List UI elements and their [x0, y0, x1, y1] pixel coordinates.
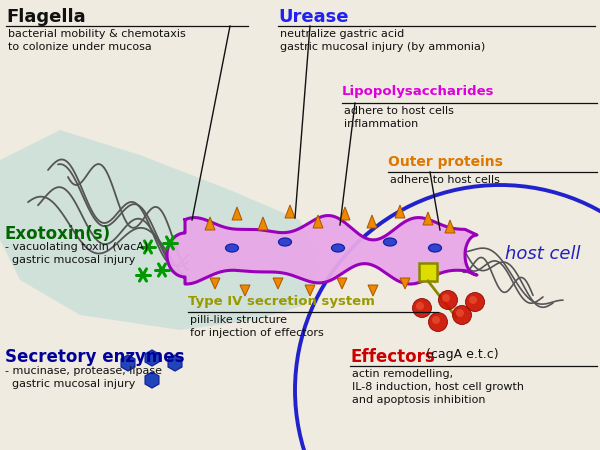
Circle shape	[428, 312, 448, 332]
Circle shape	[456, 309, 464, 317]
Polygon shape	[205, 217, 215, 230]
Circle shape	[145, 244, 151, 250]
Text: actin remodelling,: actin remodelling,	[352, 369, 453, 379]
Polygon shape	[258, 217, 268, 230]
Polygon shape	[367, 215, 377, 228]
Text: Lipopolysaccharides: Lipopolysaccharides	[342, 85, 494, 98]
Text: adhere to host cells: adhere to host cells	[390, 175, 500, 185]
Text: Outer proteins: Outer proteins	[388, 155, 503, 169]
Polygon shape	[313, 215, 323, 228]
Text: Secretory enzymes: Secretory enzymes	[5, 348, 185, 366]
Circle shape	[413, 298, 431, 318]
Polygon shape	[445, 220, 455, 233]
Text: adhere to host cells: adhere to host cells	[344, 106, 454, 116]
Text: host cell: host cell	[505, 245, 581, 263]
Polygon shape	[285, 205, 295, 218]
Polygon shape	[145, 372, 159, 388]
Polygon shape	[337, 278, 347, 289]
Polygon shape	[305, 285, 315, 296]
Polygon shape	[395, 205, 405, 218]
Text: Type IV secretion system: Type IV secretion system	[188, 295, 375, 308]
Text: gastric mucosal injury: gastric mucosal injury	[5, 379, 136, 389]
Polygon shape	[232, 207, 242, 220]
Circle shape	[159, 267, 165, 273]
Text: gastric mucosal injury (by ammonia): gastric mucosal injury (by ammonia)	[280, 42, 485, 52]
FancyBboxPatch shape	[419, 263, 437, 281]
Text: inflammation: inflammation	[344, 119, 418, 129]
Text: Flagella: Flagella	[6, 8, 86, 26]
Polygon shape	[210, 278, 220, 289]
Ellipse shape	[383, 238, 397, 246]
Text: IL-8 induction, host cell growth: IL-8 induction, host cell growth	[352, 382, 524, 392]
Ellipse shape	[278, 238, 292, 246]
Text: neutralize gastric acid: neutralize gastric acid	[280, 29, 404, 39]
Text: - mucinase, protease, lipase: - mucinase, protease, lipase	[5, 366, 162, 376]
Text: and apoptosis inhibition: and apoptosis inhibition	[352, 395, 485, 405]
Polygon shape	[121, 355, 135, 371]
Text: Urease: Urease	[278, 8, 349, 26]
Text: to colonize under mucosa: to colonize under mucosa	[8, 42, 152, 52]
Text: (cagA e.t.c): (cagA e.t.c)	[422, 348, 499, 361]
Circle shape	[452, 306, 472, 324]
Circle shape	[140, 272, 146, 278]
Polygon shape	[368, 285, 378, 296]
Circle shape	[442, 294, 450, 302]
Text: Effectors: Effectors	[350, 348, 435, 366]
Circle shape	[469, 296, 477, 304]
Polygon shape	[430, 272, 440, 283]
Circle shape	[416, 302, 424, 310]
Circle shape	[432, 316, 440, 324]
Polygon shape	[168, 355, 182, 371]
Text: for injection of effectors: for injection of effectors	[190, 328, 324, 338]
Circle shape	[466, 292, 485, 311]
Text: gastric mucosal injury: gastric mucosal injury	[5, 255, 136, 265]
Ellipse shape	[428, 244, 442, 252]
Circle shape	[439, 291, 458, 310]
Circle shape	[167, 240, 173, 246]
Ellipse shape	[331, 244, 344, 252]
Ellipse shape	[226, 244, 239, 252]
Text: Exotoxin(s): Exotoxin(s)	[5, 225, 111, 243]
Text: bacterial mobility & chemotaxis: bacterial mobility & chemotaxis	[8, 29, 186, 39]
Polygon shape	[273, 278, 283, 289]
Polygon shape	[240, 285, 250, 296]
Text: - vacuolating toxin (vacA): - vacuolating toxin (vacA)	[5, 242, 148, 252]
Polygon shape	[145, 350, 159, 366]
Polygon shape	[400, 278, 410, 289]
Polygon shape	[423, 212, 433, 225]
Text: pilli-like structure: pilli-like structure	[190, 315, 287, 325]
Polygon shape	[340, 207, 350, 220]
Polygon shape	[0, 130, 320, 330]
Polygon shape	[167, 216, 477, 284]
